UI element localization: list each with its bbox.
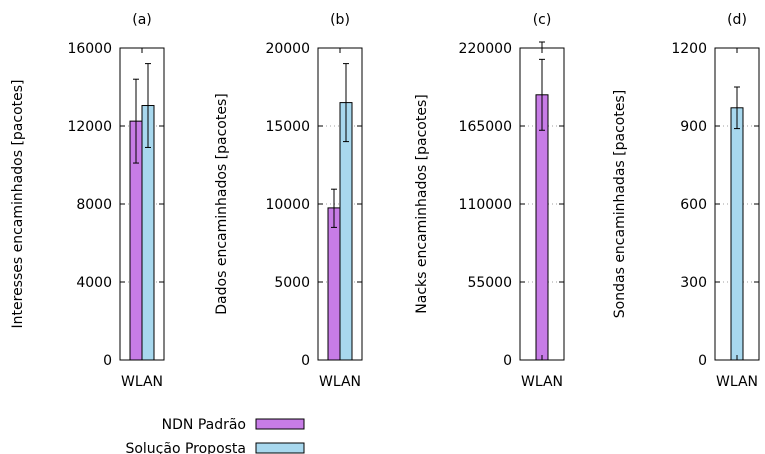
legend-swatch-ndn xyxy=(255,418,305,430)
panel-2-title: (b) xyxy=(330,12,350,28)
panel-1-ylabel: Interesses encaminhados [pacotes] xyxy=(10,80,26,329)
legend-label-proposta: Solução Proposta xyxy=(125,441,246,454)
panel-4-ylabel: Sondas encaminhadas [pacotes] xyxy=(612,90,628,318)
panel-4-ytick-label-4: 1200 xyxy=(671,41,707,57)
panel-3-ytick-label-4: 220000 xyxy=(459,41,512,57)
panel-3-ytick-label-0: 0 xyxy=(503,353,512,369)
panel-4-ytick-label-2: 600 xyxy=(680,197,707,213)
panel-2-bar-ndn xyxy=(327,207,341,361)
panel-2-xtick-label: WLAN xyxy=(319,374,361,390)
legend-label-ndn: NDN Padrão xyxy=(162,417,246,433)
panel-4-ytick-label-3: 900 xyxy=(680,119,707,135)
panel-2-ytick-label-2: 10000 xyxy=(265,197,310,213)
panel-3-ytick-label-3: 165000 xyxy=(459,119,512,135)
panel-3-ytick-label-1: 55000 xyxy=(467,275,512,291)
panel-2-ytick-label-3: 15000 xyxy=(265,119,310,135)
panel-2-ytick-label-1: 5000 xyxy=(274,275,310,291)
panel-3-ytick-label-2: 110000 xyxy=(459,197,512,213)
panel-1-ytick-label-4: 16000 xyxy=(67,41,112,57)
legend-swatch-proposta xyxy=(255,442,305,454)
panel-1-title: (a) xyxy=(132,12,152,28)
panel-1-ytick-label-0: 0 xyxy=(103,353,112,369)
panel-1-ytick-label-2: 8000 xyxy=(76,197,112,213)
panel-3-bar-ndn xyxy=(535,94,549,361)
panel-3-xtick-label: WLAN xyxy=(521,374,563,390)
panel-4-ytick-label-0: 0 xyxy=(698,353,707,369)
panel-2-ytick-label-0: 0 xyxy=(301,353,310,369)
panel-1-xtick-label: WLAN xyxy=(121,374,163,390)
panel-3-ylabel: Nacks encaminhados [pacotes] xyxy=(414,94,430,313)
panel-1-ytick-label-1: 4000 xyxy=(76,275,112,291)
panel-1-ytick-label-3: 12000 xyxy=(67,119,112,135)
panel-4-bar-proposta xyxy=(730,107,744,361)
panel-4-ytick-label-1: 300 xyxy=(680,275,707,291)
panel-4-title: (d) xyxy=(727,12,747,28)
panel-2-ylabel: Dados encaminhados [pacotes] xyxy=(214,93,230,314)
panel-3-title: (c) xyxy=(533,12,552,28)
panel-2-ytick-label-4: 20000 xyxy=(265,41,310,57)
panel-4-xtick-label: WLAN xyxy=(716,374,758,390)
